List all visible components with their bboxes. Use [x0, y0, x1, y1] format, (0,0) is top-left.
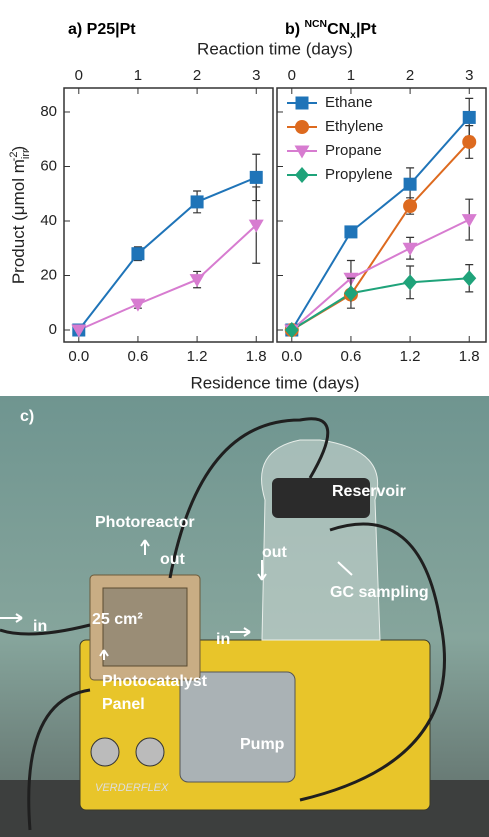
- text-part: x: [350, 30, 356, 41]
- x-tick-label: 1.2: [187, 348, 208, 365]
- plot-frame: [276, 87, 487, 343]
- annotation: in: [33, 618, 47, 635]
- legend-label: Propane: [325, 142, 382, 159]
- chart-title: a) P25|Pt: [68, 21, 136, 38]
- pump-head: [179, 671, 296, 783]
- annotation: Photoreactor: [95, 514, 195, 531]
- panel-label: c): [20, 408, 34, 425]
- series-line: [290, 116, 470, 331]
- text-part: ): [9, 146, 28, 152]
- marker: [403, 199, 418, 214]
- annotation: in: [216, 631, 230, 648]
- legend-marker: [295, 167, 309, 183]
- marker: [344, 225, 358, 239]
- x2-axis-label: Reaction time (days): [197, 39, 353, 58]
- knob: [135, 737, 165, 767]
- x-tick-label: 0.0: [68, 348, 89, 365]
- marker: [248, 219, 264, 233]
- x2-tick-label: 3: [252, 67, 260, 84]
- x2-tick-label: 2: [406, 67, 414, 84]
- x2-tick-label: 1: [134, 67, 142, 84]
- series-line: [291, 277, 470, 331]
- series-line: [78, 224, 257, 331]
- y-tick-label: 80: [40, 103, 57, 120]
- annotation: Panel: [102, 696, 145, 713]
- marker: [71, 324, 87, 338]
- x-tick-label: 1.8: [246, 348, 267, 365]
- x2-tick-label: 2: [193, 67, 201, 84]
- text-part: b): [285, 21, 305, 38]
- x2-tick-label: 3: [465, 67, 473, 84]
- annotation: Reservoir: [332, 483, 406, 500]
- text-part: irr: [20, 149, 32, 159]
- y-tick-label: 0: [49, 321, 57, 338]
- marker: [284, 322, 299, 339]
- y-axis-label: Product (μmol mirr-2): [8, 146, 32, 284]
- annotation-arrows: [0, 539, 353, 660]
- legend-label: Ethane: [325, 94, 373, 111]
- text-part: NCN: [305, 19, 328, 30]
- x-tick-label: 0.6: [341, 348, 362, 365]
- series-line: [77, 176, 257, 331]
- bottle-cap: [272, 478, 370, 518]
- reactor-window: [102, 587, 188, 667]
- x2-tick-label: 0: [288, 67, 296, 84]
- knob: [90, 737, 120, 767]
- reservoir-bottle: [261, 439, 381, 641]
- brand-label: VERDERFLEX: [95, 782, 169, 794]
- annotation: Pump: [240, 736, 285, 753]
- x-tick-label: 0.6: [128, 348, 149, 365]
- photo: c) Photoreactor out Reservoir out GC sam…: [0, 396, 489, 837]
- annotation: Photocatalyst: [102, 673, 208, 690]
- legend-label: Propylene: [325, 166, 393, 183]
- x-axis-label: Residence time (days): [190, 373, 359, 392]
- marker: [462, 134, 477, 149]
- tubing: [0, 417, 446, 831]
- chart-title: b) NCNCNx|Pt: [285, 19, 377, 41]
- marker: [130, 298, 146, 312]
- text-part: -2: [8, 151, 20, 161]
- marker: [462, 270, 477, 287]
- x2-tick-label: 0: [75, 67, 83, 84]
- x-tick-label: 1.2: [400, 348, 421, 365]
- marker: [131, 247, 145, 261]
- marker: [403, 177, 417, 191]
- legend-label: Ethylene: [325, 118, 383, 135]
- y-tick-label: 20: [40, 266, 57, 283]
- annotation: out: [160, 551, 186, 568]
- marker: [402, 242, 418, 256]
- marker: [249, 170, 263, 184]
- series-line: [291, 218, 470, 331]
- y-tick-label: 40: [40, 212, 57, 229]
- x-tick-label: 0.0: [281, 348, 302, 365]
- x2-tick-label: 1: [347, 67, 355, 84]
- marker: [462, 110, 476, 124]
- marker: [189, 274, 205, 288]
- legend-marker: [295, 96, 309, 110]
- marker: [461, 214, 477, 228]
- text-part: |Pt: [356, 21, 377, 38]
- y-tick-label: 60: [40, 157, 57, 174]
- annotation: out: [262, 544, 288, 561]
- marker: [343, 285, 358, 302]
- annotation: 25 cm²: [92, 611, 143, 628]
- marker: [403, 274, 418, 291]
- plot-frame: [63, 87, 274, 343]
- text-part: Product (μmol m: [9, 159, 28, 284]
- x-tick-label: 1.8: [459, 348, 480, 365]
- legend-marker: [295, 120, 309, 134]
- annotation: GC sampling: [330, 584, 429, 601]
- text-part: CN: [327, 21, 350, 38]
- legend-marker: [294, 145, 310, 159]
- marker: [190, 195, 204, 209]
